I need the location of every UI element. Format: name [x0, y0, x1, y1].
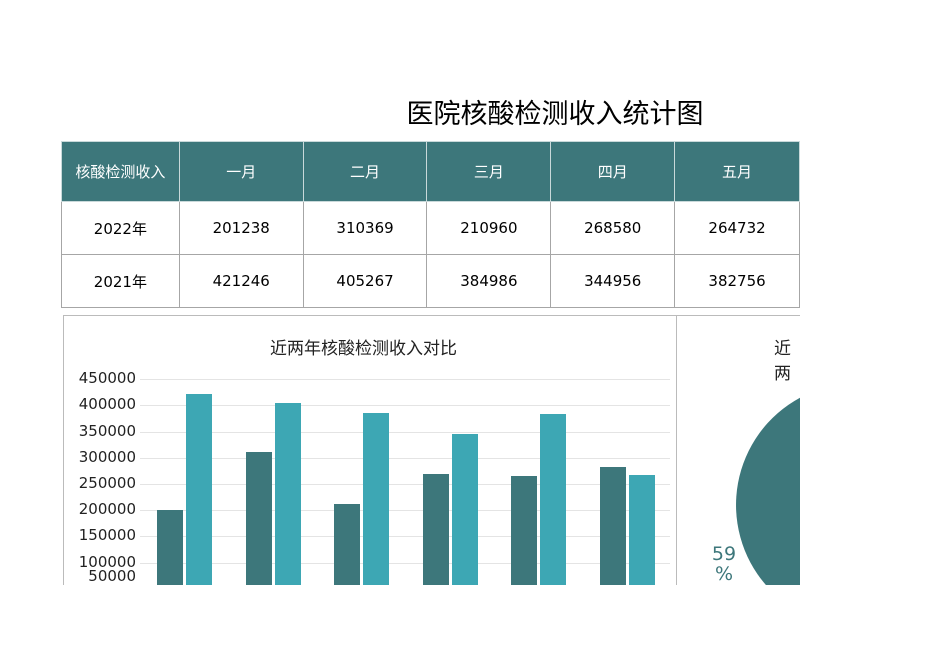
cell: 310369 [302, 201, 428, 255]
y-tick-label: 350000 [78, 421, 136, 440]
pie-slice[interactable] [736, 397, 800, 585]
table-row: 2022年 201238 310369 210960 268580 264732 [61, 201, 800, 255]
gridline [140, 484, 670, 485]
bar-2022[interactable] [422, 474, 449, 585]
y-tick-label: 50000 [88, 567, 136, 585]
bar-2021[interactable] [186, 394, 212, 585]
chart-divider [676, 315, 677, 585]
pie-label-value: 59 [711, 543, 737, 565]
y-tick-label: 300000 [78, 447, 136, 466]
bar-2022[interactable] [157, 509, 183, 585]
cell: 384986 [426, 254, 552, 308]
gridline [140, 431, 670, 433]
pie-label-percent: % [714, 563, 734, 585]
sheet-viewport: 医院核酸检测收入统计图 核酸检测收入 一月 二月 三月 四月 五月 2022年 … [61, 99, 800, 585]
y-tick-label: 200000 [78, 500, 136, 519]
pie-chart [736, 397, 800, 585]
bar-2022[interactable] [245, 452, 272, 585]
y-tick-label: 150000 [78, 526, 136, 545]
y-tick-label: 400000 [78, 395, 136, 414]
bar-2021[interactable] [363, 413, 390, 585]
header-cell: 三月 [426, 141, 552, 202]
cell: 2021年 [61, 254, 180, 308]
bar-2021[interactable] [540, 414, 567, 585]
gridline [140, 562, 670, 564]
header-cell: 一月 [178, 141, 304, 202]
table-row: 2021年 421246 405267 384986 344956 382756 [61, 254, 800, 308]
y-tick-label: 100000 [78, 552, 136, 571]
y-tick-label: 450000 [78, 369, 136, 388]
bar-chart-title: 近两年核酸检测收入对比 [270, 339, 457, 359]
header-cell: 五月 [674, 141, 800, 202]
income-table: 核酸检测收入 一月 二月 三月 四月 五月 2022年 201238 31036… [61, 141, 800, 308]
cell: 421246 [178, 254, 304, 308]
header-cell: 四月 [550, 141, 676, 202]
bar-2021[interactable] [451, 434, 478, 585]
header-cell: 核酸检测收入 [61, 141, 180, 202]
cell: 2022年 [61, 201, 180, 255]
cell: 201238 [178, 201, 304, 255]
table-header-row: 核酸检测收入 一月 二月 三月 四月 五月 [61, 141, 800, 202]
cell: 210960 [426, 201, 552, 255]
cell: 344956 [550, 254, 676, 308]
gridline [140, 457, 670, 459]
gridline [140, 405, 670, 407]
bar-2022[interactable] [511, 476, 538, 585]
chart-frame[interactable] [63, 315, 800, 585]
gridline [140, 379, 670, 381]
cell: 405267 [302, 254, 428, 308]
pie-chart-title: 近两 [774, 339, 791, 384]
header-cell: 二月 [302, 141, 428, 202]
bar-2022[interactable] [600, 466, 626, 585]
bar-2021[interactable] [629, 475, 655, 585]
cell: 268580 [550, 201, 676, 255]
bar-2021[interactable] [274, 402, 301, 585]
gridline [140, 510, 670, 512]
gridline [140, 536, 670, 538]
cell: 264732 [674, 201, 800, 255]
cell: 382756 [674, 254, 800, 308]
bar-2022[interactable] [334, 504, 361, 585]
page-title: 医院核酸检测收入统计图 [406, 99, 704, 130]
y-tick-label: 250000 [78, 474, 136, 492]
